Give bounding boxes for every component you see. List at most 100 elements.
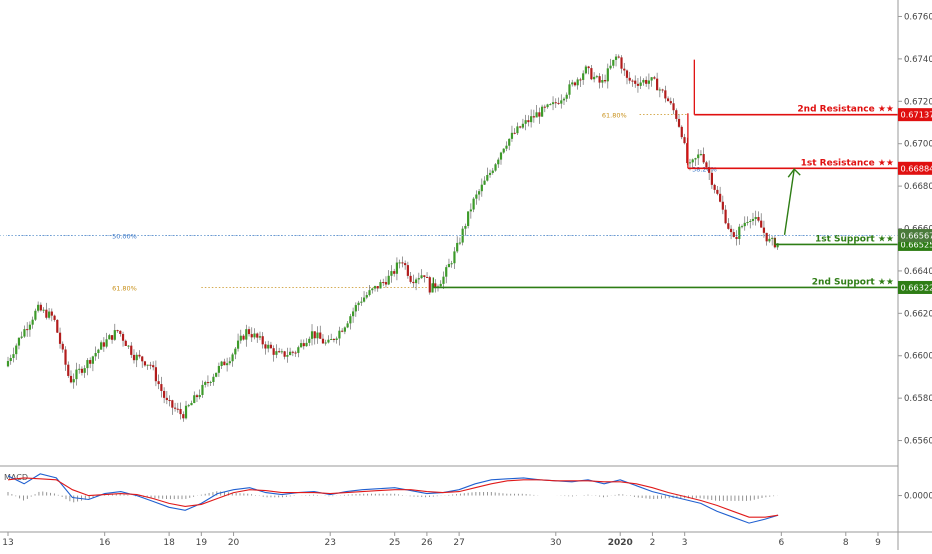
candle-body [349, 316, 351, 323]
candle-body [379, 282, 381, 288]
candle-body [546, 104, 548, 107]
candle-body [97, 350, 99, 353]
candle-body [415, 279, 417, 283]
candle-body [62, 344, 64, 350]
candle-body [768, 239, 770, 242]
time-tick-label: 18 [163, 538, 175, 548]
current-price-text: 0.66567 [901, 231, 932, 241]
support-resistance-levels: 2nd Resistance ★★1st Resistance ★★1st Su… [0, 60, 898, 288]
candle-body [697, 154, 699, 158]
candle-body [396, 263, 398, 274]
candle-body [483, 181, 485, 185]
candle-body [308, 339, 310, 343]
candle-body [114, 330, 116, 340]
candle-body [579, 79, 581, 80]
candle-body [201, 385, 203, 395]
time-tick-label: 20 [228, 538, 240, 548]
candle-body [311, 331, 313, 339]
candle-body [642, 80, 644, 83]
candle-body [267, 345, 269, 349]
candle-body [152, 365, 154, 367]
time-tick-label: 23 [324, 538, 335, 548]
candle-body [492, 171, 494, 173]
candle-body [749, 221, 751, 222]
candle-body [377, 286, 379, 288]
candle-body [292, 352, 294, 353]
candle-body [127, 346, 129, 347]
candle-body [319, 333, 321, 339]
candle-body [322, 339, 324, 344]
candle-body [544, 107, 546, 108]
candle-body [659, 89, 661, 90]
candle-body [634, 81, 636, 84]
candle-body [212, 377, 214, 382]
candle-body [357, 303, 359, 305]
candle-body [32, 320, 34, 325]
candle-body [516, 126, 518, 133]
candle-body [497, 160, 499, 165]
time-tick-label: 9 [875, 538, 881, 548]
candle-body [37, 305, 39, 311]
candle-body [177, 409, 179, 410]
candle-body [429, 277, 431, 292]
candle-body [473, 199, 475, 210]
candle-body [716, 190, 718, 194]
candle-body [344, 327, 346, 331]
candle-body [248, 329, 250, 334]
candle-body [18, 338, 20, 346]
candle-body [270, 345, 272, 348]
candle-body [26, 329, 28, 330]
candle-body [130, 346, 132, 355]
arrow-shaft [785, 169, 795, 235]
candle-body [278, 351, 280, 352]
candle-body [144, 361, 146, 365]
candle-body [147, 365, 149, 366]
candle-body [226, 363, 228, 365]
candle-body [327, 340, 329, 343]
level-price-text: 0.67137 [901, 110, 932, 120]
candle-body [341, 331, 343, 332]
candle-body [70, 376, 72, 382]
candle-body [160, 384, 162, 391]
candle-body [303, 343, 305, 346]
candle-body [738, 227, 740, 239]
candle-body [442, 277, 444, 284]
candle-body [393, 271, 395, 274]
candle-body [692, 159, 694, 162]
price-tick-label: 0.65600 [904, 437, 932, 447]
candle-body [563, 99, 565, 101]
candle-body [204, 382, 206, 385]
candle-body [122, 334, 124, 341]
candle-body [672, 103, 674, 110]
candle-body [256, 334, 258, 338]
candle-body [511, 133, 513, 139]
candle-body [119, 331, 121, 334]
candle-body [760, 221, 762, 228]
candle-body [360, 302, 362, 303]
candle-body [330, 339, 332, 340]
candle-body [607, 68, 609, 81]
candle-body [694, 158, 696, 159]
candle-body [23, 329, 25, 336]
candle-body [456, 243, 458, 251]
candle-body [174, 408, 176, 409]
candle-body [568, 84, 570, 94]
candle-body [48, 312, 50, 318]
candle-body [566, 95, 568, 99]
candle-body [508, 139, 510, 146]
candle-body [741, 226, 743, 227]
candle-body [453, 251, 455, 263]
fib-level-label: 38.20% [692, 165, 717, 173]
candle-body [86, 360, 88, 368]
candle-body [464, 226, 466, 229]
candle-body [527, 120, 529, 122]
time-tick-label: 6 [778, 538, 784, 548]
candle-body [34, 311, 36, 320]
candle-body [727, 223, 729, 229]
candle-body [368, 290, 370, 295]
candle-body [755, 217, 757, 219]
candle-body [757, 217, 759, 221]
